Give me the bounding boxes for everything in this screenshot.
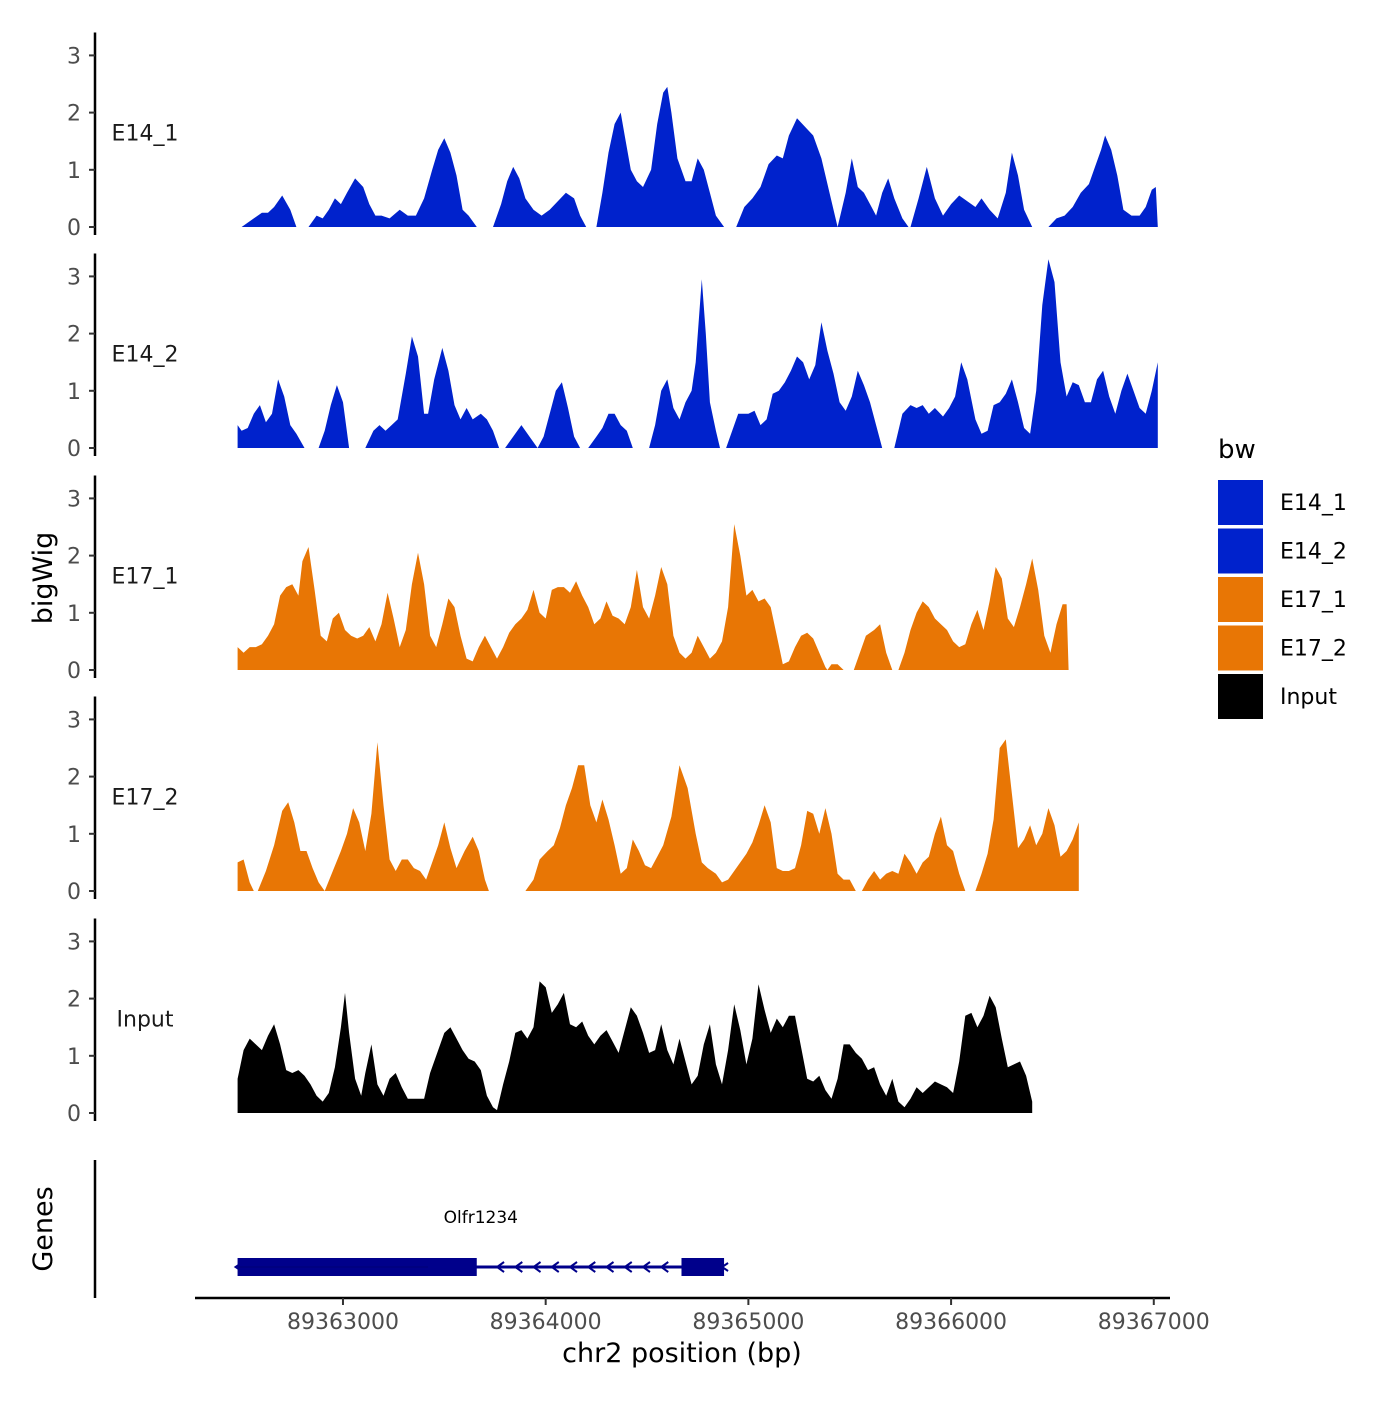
area-E14_1 bbox=[736, 118, 838, 227]
strand-arrow bbox=[623, 1261, 633, 1273]
area-Input bbox=[237, 981, 1033, 1113]
y-tick-label: 3 bbox=[67, 708, 81, 733]
y-tick-label: 2 bbox=[67, 102, 81, 127]
y-tick-label: 1 bbox=[67, 602, 81, 627]
strand-arrow bbox=[659, 1261, 669, 1273]
x-tick-label: 89364000 bbox=[490, 1310, 602, 1335]
strand-arrow bbox=[641, 1261, 651, 1273]
area-E17_2 bbox=[237, 859, 254, 891]
strand-arrow bbox=[586, 1261, 596, 1273]
track-Input: 0 1 2 3 Input bbox=[67, 918, 1033, 1127]
area-E14_2 bbox=[537, 382, 581, 448]
y-tick-label: 3 bbox=[67, 265, 81, 290]
track-label: E17_2 bbox=[112, 786, 179, 811]
track-E17_1: 0 1 2 3 E17_1 bbox=[67, 475, 1069, 684]
y-tick-label: 1 bbox=[67, 823, 81, 848]
track-E14_2: 0 1 2 3 E14_2 bbox=[67, 253, 1158, 462]
area-E14_2 bbox=[588, 413, 633, 448]
track-E14_1: 0 1 2 3 E14_1 bbox=[67, 32, 1158, 241]
track-label: E17_1 bbox=[112, 565, 179, 590]
legend-title: bw bbox=[1218, 435, 1256, 465]
x-tick-label: 89363000 bbox=[287, 1310, 399, 1335]
x-axis-title: chr2 position (bp) bbox=[562, 1338, 802, 1369]
strand-arrow bbox=[513, 1261, 523, 1273]
y-tick-label: 2 bbox=[67, 545, 81, 570]
y-tick-label: 0 bbox=[67, 216, 81, 241]
x-tick-label: 89366000 bbox=[895, 1310, 1007, 1335]
legend-label: E17_1 bbox=[1280, 588, 1347, 613]
track-label: Input bbox=[117, 1008, 174, 1033]
area-E14_1 bbox=[241, 195, 297, 227]
track-label: E14_1 bbox=[112, 122, 179, 147]
x-tick-label: 89367000 bbox=[1098, 1310, 1210, 1335]
area-E17_2 bbox=[324, 742, 489, 891]
y-tick-label: 2 bbox=[67, 323, 81, 348]
y-tick-label: 0 bbox=[67, 659, 81, 684]
track-label: E14_2 bbox=[112, 343, 179, 368]
y-tick-label: 1 bbox=[67, 159, 81, 184]
strand-arrow bbox=[568, 1261, 578, 1273]
y-tick-label: 3 bbox=[67, 487, 81, 512]
y-tick-label: 1 bbox=[67, 1045, 81, 1070]
track-panels: 0 1 2 3 E14_1 0 1 2 3 E14_2 0 1 2 3 E17_1 0 1 2 3 E17_2 0 1 2 3… bbox=[67, 32, 1158, 1127]
area-E17_2 bbox=[861, 816, 966, 891]
x-axis: 89363000 89364000 89365000 89366000 89367000 bbox=[195, 1296, 1210, 1335]
area-E14_2 bbox=[505, 425, 538, 448]
area-E14_2 bbox=[894, 259, 1158, 448]
legend: bw E14_1 E14_2 E17_1 E17_2 Input bbox=[1218, 435, 1347, 719]
area-E17_1 bbox=[853, 624, 893, 670]
area-E14_1 bbox=[837, 158, 909, 227]
area-E14_1 bbox=[493, 166, 587, 227]
y-tick-label: 2 bbox=[67, 766, 81, 791]
y-tick-label: 3 bbox=[67, 44, 81, 69]
y-tick-label: 0 bbox=[67, 880, 81, 905]
area-E17_2 bbox=[975, 739, 1079, 891]
gene-name-label: Olfr1234 bbox=[444, 1208, 518, 1228]
y-tick-label: 0 bbox=[67, 1102, 81, 1127]
y-tick-label: 3 bbox=[67, 930, 81, 955]
legend-label: E14_1 bbox=[1280, 491, 1347, 516]
strand-arrow bbox=[531, 1261, 542, 1273]
area-E17_1 bbox=[898, 558, 1069, 670]
x-tick-label: 89365000 bbox=[692, 1310, 804, 1335]
area-E17_1 bbox=[237, 524, 828, 670]
strand-arrow bbox=[233, 1262, 243, 1272]
area-E17_1 bbox=[827, 664, 844, 670]
strand-arrow bbox=[550, 1261, 560, 1273]
area-E14_2 bbox=[726, 322, 883, 448]
area-E14_1 bbox=[1048, 135, 1158, 227]
y-tick-label: 2 bbox=[67, 988, 81, 1013]
strand-arrow bbox=[604, 1261, 615, 1273]
gene-track: Olfr1234 bbox=[93, 1160, 729, 1298]
gene-exon-block bbox=[681, 1258, 725, 1276]
legend-swatch bbox=[1218, 674, 1263, 719]
legend-label: E17_2 bbox=[1280, 637, 1347, 662]
y-axis-title: bigWig bbox=[28, 532, 59, 625]
legend-swatch bbox=[1218, 625, 1263, 671]
y-tick-label: 1 bbox=[67, 380, 81, 405]
area-E14_2 bbox=[318, 385, 350, 448]
area-E17_2 bbox=[257, 802, 325, 891]
area-E14_2 bbox=[237, 379, 305, 448]
area-E14_2 bbox=[649, 279, 720, 448]
legend-label: E14_2 bbox=[1280, 540, 1347, 565]
strand-arrow bbox=[720, 1262, 729, 1272]
area-E14_1 bbox=[910, 152, 1033, 227]
strand-arrow bbox=[495, 1261, 505, 1273]
area-E14_2 bbox=[365, 336, 500, 448]
area-E17_2 bbox=[525, 765, 856, 891]
legend-swatch bbox=[1218, 528, 1263, 574]
area-E14_1 bbox=[308, 138, 477, 227]
area-E14_1 bbox=[596, 86, 725, 228]
legend-swatch bbox=[1218, 480, 1263, 525]
y-tick-label: 0 bbox=[67, 437, 81, 462]
legend-label: Input bbox=[1280, 685, 1337, 710]
track-E17_2: 0 1 2 3 E17_2 bbox=[67, 696, 1079, 905]
gene-track-title: Genes bbox=[28, 1186, 59, 1271]
legend-swatch bbox=[1218, 577, 1263, 622]
